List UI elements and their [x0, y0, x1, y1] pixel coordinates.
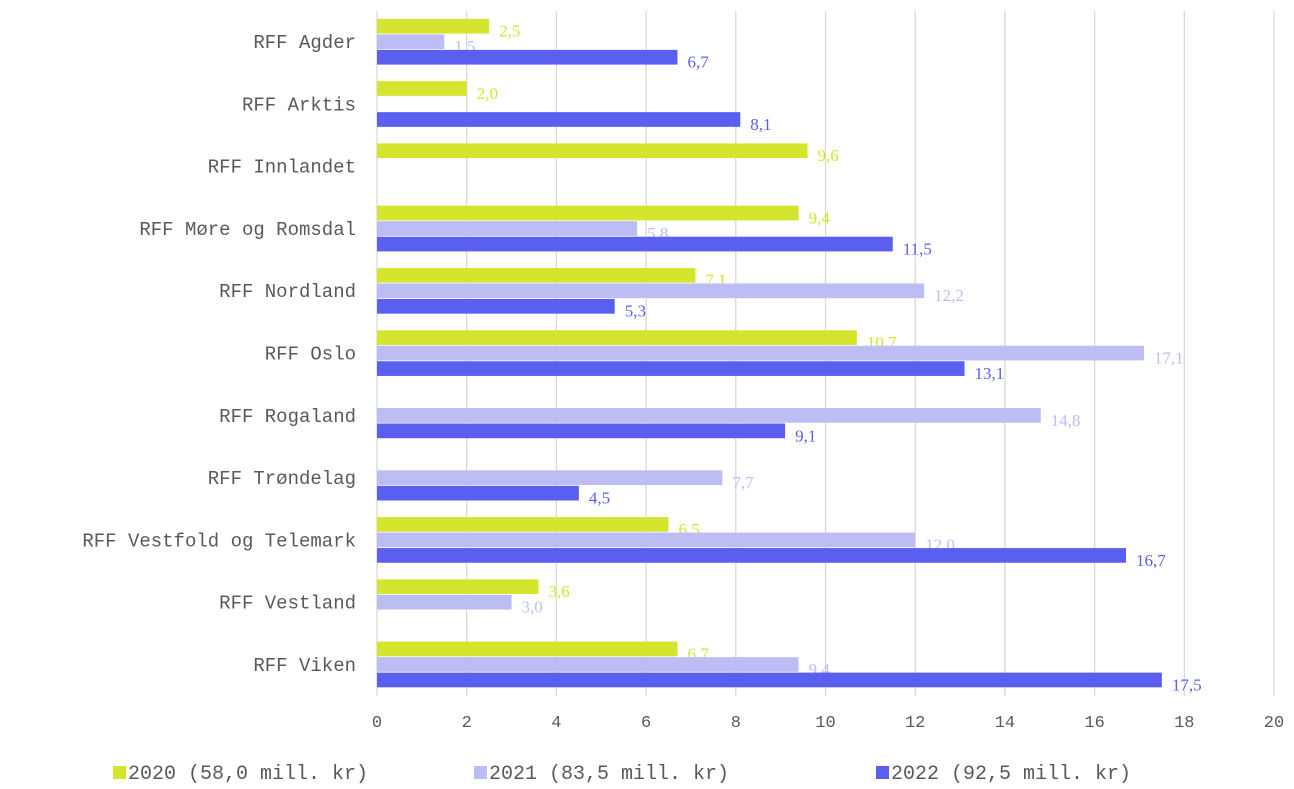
x-tick-label: 18: [1174, 714, 1194, 733]
bar: [377, 532, 916, 548]
value-label: 11,5: [903, 239, 932, 258]
bar: [377, 18, 490, 34]
bar: [377, 112, 741, 127]
y-tick-label: RFF Vestland: [219, 593, 356, 615]
bar: [377, 267, 696, 283]
legend-label: 2020 (58,0 mill. kr): [128, 763, 368, 786]
bar: [377, 49, 678, 65]
y-tick-label: RFF Oslo: [265, 344, 356, 366]
y-tick-label: RFF Møre og Romsdal: [139, 219, 356, 241]
x-tick-label: 6: [641, 714, 651, 733]
bar: [377, 517, 669, 532]
x-tick-label: 0: [372, 714, 382, 733]
bar: [377, 485, 579, 501]
legend-swatch: [876, 766, 889, 779]
x-tick-label: 20: [1264, 714, 1284, 733]
y-tick-label: RFF Agder: [253, 32, 356, 54]
x-tick-label: 2: [462, 714, 472, 733]
value-label: 9,4: [809, 208, 831, 227]
bar: [377, 548, 1126, 563]
value-label: 3,0: [522, 598, 543, 617]
bar: [377, 330, 857, 345]
value-label: 2,5: [499, 22, 520, 41]
y-tick-label: RFF Viken: [253, 655, 356, 677]
bar: [377, 236, 893, 252]
value-label: 5,3: [625, 302, 646, 321]
bar: [377, 672, 1162, 688]
bar: [377, 81, 467, 96]
y-tick-label: RFF Innlandet: [208, 157, 356, 179]
value-label: 9,6: [818, 146, 839, 165]
bar: [377, 283, 925, 299]
bar: [377, 221, 638, 236]
legend-swatch: [113, 766, 126, 779]
x-tick-label: 16: [1084, 714, 1104, 733]
value-label: 13,1: [975, 364, 1005, 383]
value-label: 3,6: [548, 582, 569, 601]
value-label: 2,0: [477, 84, 498, 103]
y-tick-label: RFF Nordland: [219, 281, 356, 303]
bar: [377, 423, 786, 439]
value-label: 14,8: [1051, 411, 1081, 430]
bar: [377, 345, 1144, 361]
value-label: 8,1: [750, 115, 771, 134]
legend-label: 2021 (83,5 mill. kr): [489, 763, 729, 786]
bar: [377, 579, 539, 595]
y-tick-label: RFF Vestfold og Telemark: [82, 530, 356, 552]
bar: [377, 143, 808, 159]
y-tick-label: RFF Trøndelag: [208, 468, 356, 490]
bar: [377, 470, 723, 485]
bar: [377, 361, 965, 376]
legend-label: 2022 (92,5 mill. kr): [891, 763, 1131, 786]
value-label: 12,2: [934, 286, 964, 305]
y-tick-label: RFF Arktis: [242, 94, 356, 116]
value-label: 16,7: [1136, 551, 1166, 570]
bar: [377, 641, 678, 657]
bar: [377, 34, 445, 50]
value-label: 9,1: [795, 426, 816, 445]
value-label: 4,5: [589, 489, 610, 508]
value-label: 6,7: [687, 53, 709, 72]
bar: [377, 298, 615, 314]
bar: [377, 408, 1041, 423]
value-label: 17,5: [1172, 675, 1202, 694]
bar: [377, 594, 512, 610]
value-label: 17,1: [1154, 349, 1184, 368]
legend-swatch: [474, 766, 487, 779]
x-tick-label: 12: [905, 714, 925, 733]
bar: [377, 657, 799, 672]
x-tick-label: 8: [731, 714, 741, 733]
x-tick-label: 14: [995, 714, 1015, 733]
value-label: 7,7: [732, 473, 754, 492]
x-tick-label: 4: [551, 714, 561, 733]
y-tick-label: RFF Rogaland: [219, 406, 356, 428]
x-tick-label: 10: [815, 714, 835, 733]
bar: [377, 205, 799, 221]
